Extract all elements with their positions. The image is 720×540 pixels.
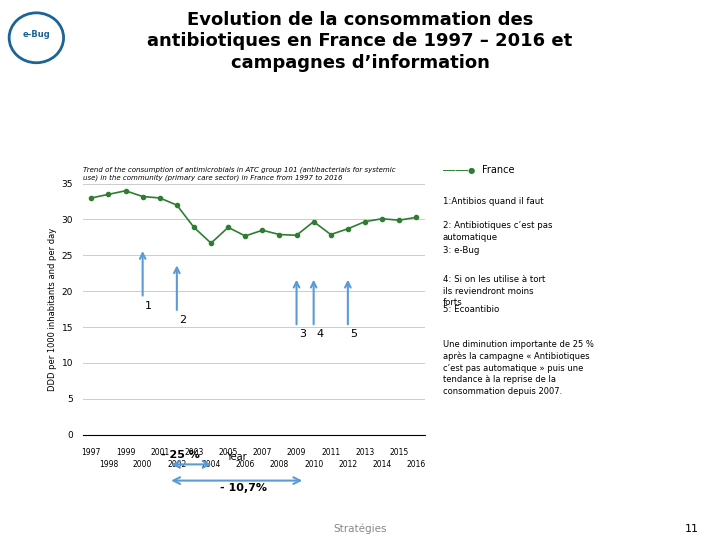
Text: 3: e-Bug: 3: e-Bug bbox=[443, 246, 480, 255]
Text: e-Bug: e-Bug bbox=[22, 30, 50, 39]
Text: campagnes d’information: campagnes d’information bbox=[230, 54, 490, 72]
Text: antibiotiques en France de 1997 – 2016 et: antibiotiques en France de 1997 – 2016 e… bbox=[148, 32, 572, 50]
Text: 2015: 2015 bbox=[390, 448, 409, 457]
Text: 2003: 2003 bbox=[184, 448, 204, 457]
Text: 1: 1 bbox=[145, 301, 152, 310]
Text: 2013: 2013 bbox=[356, 448, 374, 457]
Text: 2009: 2009 bbox=[287, 448, 306, 457]
Text: 2006: 2006 bbox=[235, 460, 255, 469]
Text: 4: 4 bbox=[316, 329, 323, 339]
Text: ●: ● bbox=[468, 166, 475, 174]
Text: 2001: 2001 bbox=[150, 448, 169, 457]
Text: 1:Antibios quand il faut: 1:Antibios quand il faut bbox=[443, 197, 544, 206]
Text: - 10,7%: - 10,7% bbox=[220, 483, 267, 493]
Text: 2016: 2016 bbox=[407, 460, 426, 469]
Text: 1999: 1999 bbox=[116, 448, 135, 457]
Text: - 25 %: - 25 % bbox=[161, 450, 200, 460]
Y-axis label: DDD per 1000 inhabitants and per day: DDD per 1000 inhabitants and per day bbox=[48, 227, 58, 391]
Text: 1997: 1997 bbox=[81, 448, 101, 457]
Text: ――: ―― bbox=[443, 164, 468, 177]
Text: Year: Year bbox=[226, 452, 246, 462]
Text: 5: 5 bbox=[351, 329, 357, 339]
Text: 2002: 2002 bbox=[167, 460, 186, 469]
Text: Trend of the consumption of antimicrobials in ATC group 101 (antibacterials for : Trend of the consumption of antimicrobia… bbox=[83, 166, 395, 181]
Text: 2008: 2008 bbox=[270, 460, 289, 469]
Text: 2: Antibiotiques c’est pas
automatique: 2: Antibiotiques c’est pas automatique bbox=[443, 221, 552, 241]
Text: Une diminution importante de 25 %
après la campagne « Antibiotiques
c’est pas au: Une diminution importante de 25 % après … bbox=[443, 340, 594, 396]
Text: 2014: 2014 bbox=[372, 460, 392, 469]
Text: Evolution de la consommation des: Evolution de la consommation des bbox=[186, 11, 534, 29]
Text: 2000: 2000 bbox=[133, 460, 153, 469]
Text: 2007: 2007 bbox=[253, 448, 272, 457]
Text: 2005: 2005 bbox=[218, 448, 238, 457]
Text: 3: 3 bbox=[299, 329, 306, 339]
Text: 2010: 2010 bbox=[304, 460, 323, 469]
Text: 2004: 2004 bbox=[202, 460, 221, 469]
Text: 2011: 2011 bbox=[321, 448, 341, 457]
Text: Stratégies: Stratégies bbox=[333, 523, 387, 534]
Text: 1998: 1998 bbox=[99, 460, 118, 469]
Text: France: France bbox=[482, 165, 515, 175]
Text: 11: 11 bbox=[685, 523, 698, 534]
Text: 2: 2 bbox=[179, 315, 186, 325]
Text: 2012: 2012 bbox=[338, 460, 357, 469]
Text: 4: Si on les utilise à tort
ils reviendront moins
forts: 4: Si on les utilise à tort ils reviendr… bbox=[443, 275, 545, 307]
Text: 5: Ecoantibio: 5: Ecoantibio bbox=[443, 305, 499, 314]
